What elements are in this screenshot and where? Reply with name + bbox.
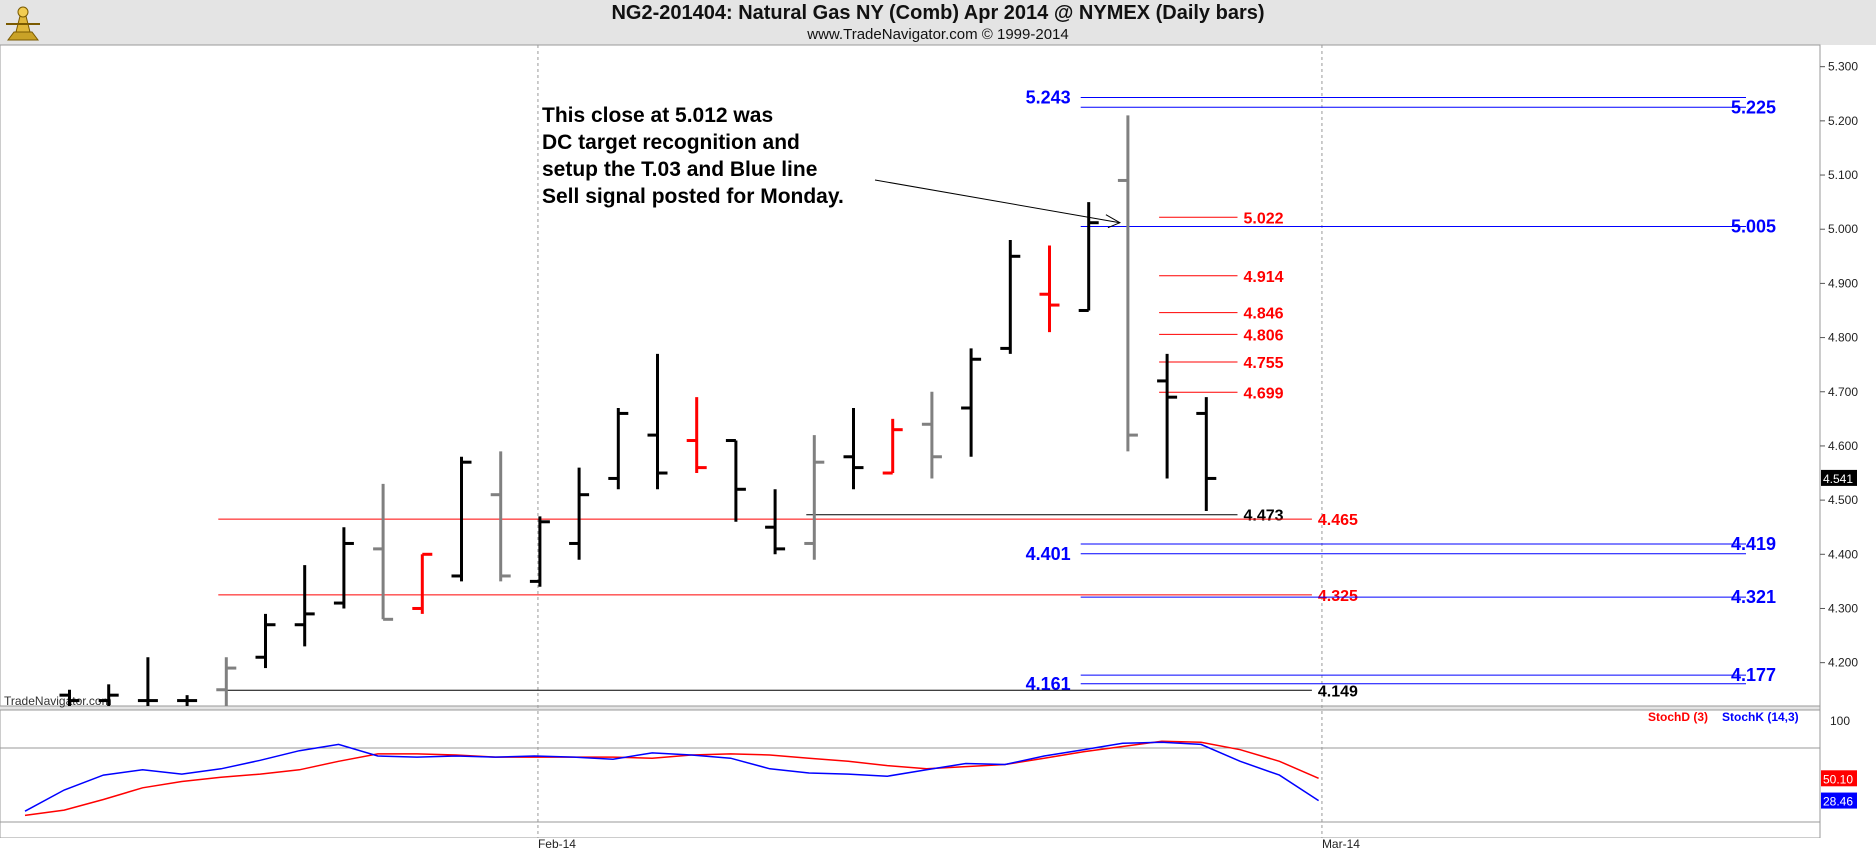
stoch-series-line bbox=[24, 741, 1320, 812]
price-axis[interactable] bbox=[1820, 45, 1876, 838]
level-label: 4.401 bbox=[1026, 544, 1071, 564]
arrow-head bbox=[1105, 214, 1122, 229]
level-label: 5.022 bbox=[1244, 210, 1284, 227]
level-label: 5.243 bbox=[1026, 88, 1071, 108]
stoch-k-last-box bbox=[1821, 792, 1857, 809]
level-label: 4.177 bbox=[1731, 665, 1776, 685]
y-tick-label: 4.400 bbox=[1828, 547, 1858, 561]
chart-title: NG2-201404: Natural Gas NY (Comb) Apr 20… bbox=[611, 2, 1265, 24]
y-tick-label: 5.200 bbox=[1828, 114, 1858, 128]
level-label: 4.419 bbox=[1731, 534, 1776, 554]
level-label: 5.225 bbox=[1731, 97, 1776, 117]
last-price-label: 4.541 bbox=[1823, 472, 1853, 486]
date-axis bbox=[0, 838, 1876, 854]
x-tick-label: Mar-14 bbox=[1322, 837, 1360, 851]
stoch-series-line bbox=[24, 740, 1319, 817]
annotation-text: DC target recognition and bbox=[542, 131, 800, 154]
annotation-text: setup the T.03 and Blue line bbox=[542, 158, 817, 181]
y-tick-label: 5.100 bbox=[1828, 168, 1858, 182]
price-panel[interactable] bbox=[0, 44, 1821, 707]
chart-subtitle: www.TradeNavigator.com © 1999-2014 bbox=[807, 26, 1069, 43]
y-tick-label: 4.500 bbox=[1828, 493, 1858, 507]
y-tick-label: 4.600 bbox=[1828, 439, 1858, 453]
level-label: 4.161 bbox=[1026, 674, 1071, 694]
level-label: 4.325 bbox=[1318, 588, 1358, 605]
annotation-text: Sell signal posted for Monday. bbox=[542, 185, 844, 208]
y-tick-label: 4.700 bbox=[1828, 385, 1858, 399]
level-label: 4.806 bbox=[1244, 327, 1284, 344]
stoch-k-last-label: 28.46 bbox=[1823, 795, 1853, 809]
y-tick-label: 4.800 bbox=[1828, 331, 1858, 345]
stoch-legend-item: StochK (14,3) bbox=[1722, 710, 1799, 724]
level-label: 4.846 bbox=[1244, 306, 1284, 323]
y-tick-label: 4.200 bbox=[1828, 656, 1858, 670]
y-tick-label: 5.000 bbox=[1828, 222, 1858, 236]
x-tick-label: Feb-14 bbox=[538, 837, 576, 851]
level-label: 4.473 bbox=[1244, 508, 1284, 525]
stoch-d-last-label: 50.10 bbox=[1823, 772, 1853, 786]
level-label: 4.321 bbox=[1731, 587, 1776, 607]
level-label: 4.149 bbox=[1318, 683, 1358, 700]
y-tick-label: 4.900 bbox=[1828, 276, 1858, 290]
level-label: 4.465 bbox=[1318, 512, 1358, 529]
level-label: 4.755 bbox=[1244, 355, 1284, 372]
annotation-arrow bbox=[874, 179, 1120, 224]
level-label: 4.914 bbox=[1244, 269, 1284, 286]
stoch-tick-label: 100 bbox=[1830, 714, 1850, 728]
stoch-legend-item: StochD (3) bbox=[1648, 710, 1708, 724]
trade-navigator-logo bbox=[6, 6, 40, 41]
stochastic-panel[interactable] bbox=[0, 709, 1821, 839]
annotation-text: This close at 5.012 was bbox=[542, 104, 773, 127]
level-label: 4.699 bbox=[1244, 385, 1284, 402]
level-label: 5.005 bbox=[1731, 217, 1776, 237]
stoch-d-last-box bbox=[1821, 770, 1857, 787]
y-tick-label: 4.300 bbox=[1828, 601, 1858, 615]
y-tick-label: 5.300 bbox=[1828, 60, 1858, 74]
watermark-text: TradeNavigator.com bbox=[4, 694, 112, 708]
last-price-box bbox=[1821, 469, 1857, 486]
